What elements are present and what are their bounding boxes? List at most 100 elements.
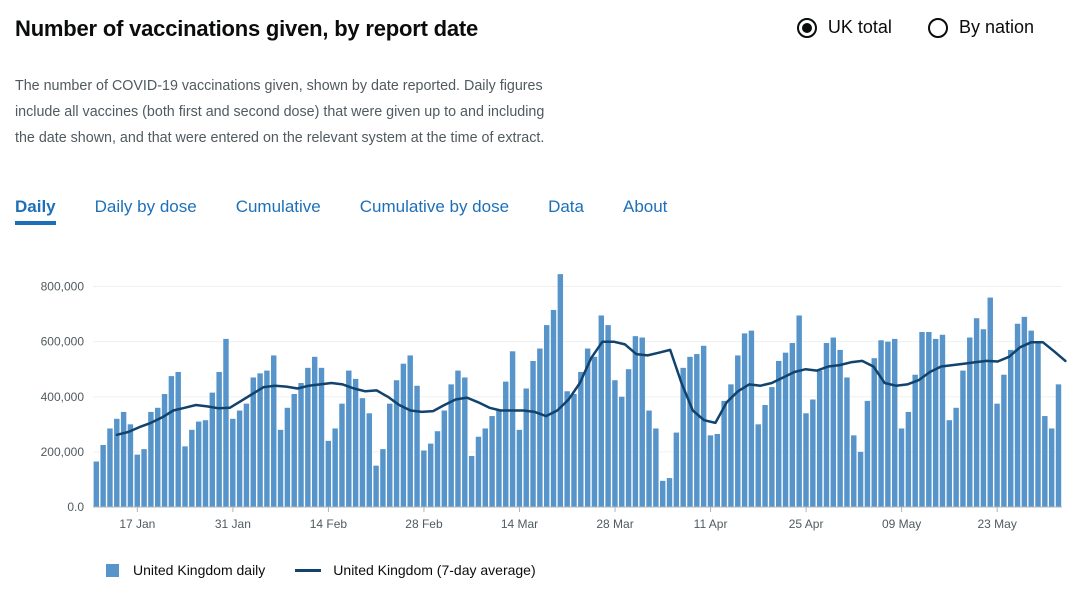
- bar[interactable]: [980, 329, 987, 507]
- bar[interactable]: [291, 394, 297, 507]
- bar[interactable]: [625, 369, 632, 507]
- bar[interactable]: [366, 413, 372, 507]
- bar[interactable]: [673, 432, 680, 507]
- bar[interactable]: [1008, 349, 1014, 507]
- bar[interactable]: [557, 274, 564, 507]
- bar[interactable]: [134, 454, 140, 507]
- bar[interactable]: [687, 356, 693, 507]
- bar[interactable]: [700, 345, 707, 507]
- bar[interactable]: [516, 429, 523, 507]
- bar[interactable]: [953, 407, 959, 507]
- bar[interactable]: [830, 337, 837, 507]
- bar[interactable]: [892, 338, 898, 507]
- bar[interactable]: [223, 338, 229, 507]
- bar[interactable]: [482, 428, 488, 507]
- bar[interactable]: [919, 332, 925, 507]
- bar[interactable]: [939, 334, 946, 507]
- bar[interactable]: [571, 394, 577, 507]
- bar[interactable]: [1028, 330, 1034, 507]
- bar[interactable]: [837, 349, 843, 507]
- bar[interactable]: [298, 382, 304, 507]
- bar[interactable]: [489, 416, 495, 507]
- bar[interactable]: [844, 377, 850, 507]
- bar[interactable]: [755, 424, 761, 507]
- bar[interactable]: [189, 429, 195, 507]
- radio-by-nation[interactable]: By nation: [927, 17, 1034, 38]
- bar[interactable]: [230, 418, 236, 507]
- bar[interactable]: [373, 465, 379, 507]
- bar[interactable]: [851, 435, 857, 507]
- bar[interactable]: [775, 360, 782, 507]
- tab-about[interactable]: About: [622, 197, 668, 216]
- bar[interactable]: [1035, 341, 1041, 507]
- bar[interactable]: [946, 420, 953, 507]
- bar[interactable]: [1001, 374, 1007, 507]
- bar[interactable]: [277, 429, 284, 507]
- bar[interactable]: [912, 374, 918, 507]
- tab-cumulative[interactable]: Cumulative: [235, 197, 321, 216]
- bar[interactable]: [216, 371, 222, 507]
- bar[interactable]: [455, 370, 461, 507]
- bar[interactable]: [707, 435, 714, 507]
- bar[interactable]: [380, 449, 386, 507]
- bar[interactable]: [694, 354, 700, 507]
- bar[interactable]: [878, 340, 884, 507]
- bar[interactable]: [530, 360, 536, 507]
- bar[interactable]: [161, 394, 168, 507]
- bar[interactable]: [339, 403, 345, 507]
- bar[interactable]: [264, 370, 270, 507]
- bar[interactable]: [1042, 416, 1048, 507]
- bar[interactable]: [735, 355, 741, 507]
- bar[interactable]: [100, 444, 106, 507]
- bar[interactable]: [1021, 316, 1028, 507]
- bar[interactable]: [578, 371, 584, 507]
- bar[interactable]: [114, 418, 120, 507]
- bar[interactable]: [905, 411, 912, 507]
- bar[interactable]: [250, 377, 256, 507]
- bar[interactable]: [400, 363, 407, 507]
- bar[interactable]: [155, 407, 161, 507]
- bar[interactable]: [810, 399, 816, 507]
- tab-data[interactable]: Data: [548, 197, 584, 216]
- bar[interactable]: [591, 356, 598, 507]
- radio-uk-total[interactable]: UK total: [796, 17, 892, 38]
- bar[interactable]: [789, 343, 796, 507]
- bar[interactable]: [666, 478, 673, 507]
- bar[interactable]: [434, 431, 441, 507]
- bar[interactable]: [318, 367, 325, 507]
- bar[interactable]: [721, 400, 727, 507]
- bar[interactable]: [639, 337, 645, 507]
- bar[interactable]: [816, 370, 823, 507]
- bar[interactable]: [646, 410, 652, 507]
- bar[interactable]: [448, 384, 454, 507]
- bar[interactable]: [462, 377, 468, 507]
- bar[interactable]: [496, 410, 502, 507]
- bar[interactable]: [803, 413, 809, 507]
- bar[interactable]: [359, 398, 366, 507]
- bar[interactable]: [209, 392, 216, 507]
- bar[interactable]: [387, 403, 393, 507]
- bar[interactable]: [148, 411, 154, 507]
- bar[interactable]: [475, 436, 482, 507]
- bar[interactable]: [748, 330, 755, 507]
- bar[interactable]: [1055, 384, 1062, 507]
- bar[interactable]: [967, 337, 973, 507]
- bar[interactable]: [564, 391, 570, 507]
- bar[interactable]: [257, 373, 263, 507]
- bar[interactable]: [960, 370, 966, 507]
- bar[interactable]: [1048, 428, 1055, 507]
- bar[interactable]: [598, 315, 604, 507]
- bar[interactable]: [93, 461, 100, 507]
- bar[interactable]: [987, 297, 993, 507]
- bar[interactable]: [325, 440, 332, 507]
- bar[interactable]: [305, 367, 311, 507]
- bar[interactable]: [659, 480, 666, 507]
- bar[interactable]: [468, 456, 475, 507]
- bar[interactable]: [120, 411, 127, 507]
- bar[interactable]: [973, 318, 980, 507]
- bar[interactable]: [441, 410, 448, 507]
- bar[interactable]: [741, 333, 748, 507]
- bar[interactable]: [352, 378, 359, 507]
- bar[interactable]: [653, 428, 659, 507]
- bar[interactable]: [509, 351, 516, 507]
